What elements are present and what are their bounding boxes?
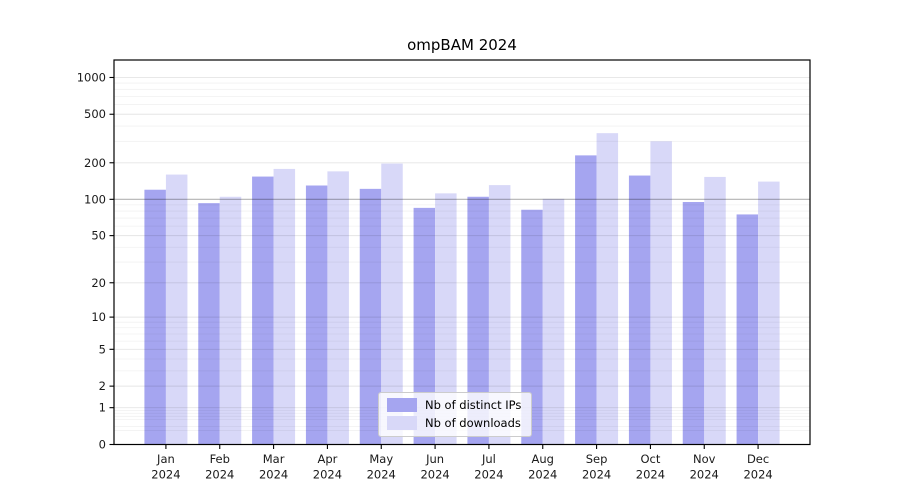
legend: Nb of distinct IPs Nb of downloads (378, 392, 533, 437)
x-tick-label-month-jul: Jul (481, 452, 496, 466)
x-tick-label-month-feb: Feb (210, 452, 230, 466)
x-tick-label-year-nov: 2024 (690, 468, 719, 482)
x-tick-label-month-jan: Jan (156, 452, 175, 466)
x-tick-label-year-oct: 2024 (636, 468, 665, 482)
x-tick-label-month-may: May (369, 452, 393, 466)
bar-ips-dec (736, 214, 759, 445)
bar-downloads-jul (488, 185, 511, 445)
x-tick-label-month-nov: Nov (693, 452, 716, 466)
legend-item-distinct-ips: Nb of distinct IPs (387, 398, 521, 412)
x-tick-label-year-sep: 2024 (582, 468, 611, 482)
x-tick-label-year-mar: 2024 (259, 468, 288, 482)
x-tick-label-month-aug: Aug (532, 452, 554, 466)
chart-title: ompBAM 2024 (407, 36, 517, 54)
bar-downloads-mar (273, 168, 296, 445)
y-tick-label-500: 500 (84, 107, 106, 121)
bar-ips-mar (252, 176, 274, 445)
legend-swatch-downloads-icon (387, 416, 417, 430)
x-tick-label-month-mar: Mar (263, 452, 285, 466)
x-tick-label-month-oct: Oct (640, 452, 660, 466)
x-tick-label-month-apr: Apr (317, 452, 337, 466)
y-tick-label-50: 50 (91, 229, 106, 243)
x-tick-label-year-jul: 2024 (474, 468, 503, 482)
bar-downloads-jun (435, 193, 457, 445)
bar-ips-jul (467, 196, 489, 445)
bar-ips-aug (521, 209, 543, 445)
y-tick-label-5: 5 (99, 342, 106, 356)
x-tick-label-year-jun: 2024 (420, 468, 449, 482)
y-tick-label-0: 0 (99, 438, 106, 452)
y-tick-label-10: 10 (91, 310, 106, 324)
x-tick-label-month-sep: Sep (586, 452, 608, 466)
y-tick-label-100: 100 (84, 192, 106, 206)
bar-ips-oct (628, 175, 651, 445)
bar-ips-nov (682, 202, 705, 445)
y-tick-label-200: 200 (84, 156, 106, 170)
x-tick-label-year-may: 2024 (367, 468, 396, 482)
bar-ips-jan (144, 189, 166, 445)
x-axis: Jan 2024 Feb 2024 Mar 2024 Apr 2024 May 2024 Jun 20… (151, 444, 773, 482)
y-tick-label-20: 20 (91, 276, 106, 290)
x-tick-label-year-aug: 2024 (528, 468, 557, 482)
legend-label-downloads: Nb of downloads (425, 416, 521, 430)
bar-ips-sep (575, 155, 597, 445)
gridlines-group (114, 77, 810, 431)
y-tick-label-1000: 1000 (77, 70, 106, 84)
bar-downloads-nov (704, 176, 726, 445)
bar-ips-jun (413, 207, 436, 445)
bar-downloads-sep (596, 133, 619, 445)
bar-downloads-jan (165, 174, 188, 445)
bar-downloads-apr (327, 171, 349, 445)
plot-border (113, 59, 811, 446)
x-tick-label-year-feb: 2024 (205, 468, 234, 482)
y-axis: 0 1 2 5 10 20 50 100 200 500 1000 (77, 70, 114, 452)
bar-ips-apr (305, 185, 328, 445)
bar-downloads-aug (542, 198, 565, 445)
bar-downloads-dec (758, 181, 780, 445)
legend-item-downloads: Nb of downloads (387, 416, 521, 430)
legend-label-distinct-ips: Nb of distinct IPs (425, 398, 522, 412)
x-tick-label-year-dec: 2024 (743, 468, 772, 482)
bar-ips-may (359, 188, 382, 445)
x-tick-label-year-apr: 2024 (313, 468, 342, 482)
legend-swatch-ips-icon (387, 398, 417, 412)
bar-ips-feb (198, 203, 220, 445)
bar-downloads-oct (650, 141, 672, 445)
bar-downloads-may (381, 163, 403, 445)
x-tick-label-month-dec: Dec (747, 452, 769, 466)
x-tick-label-month-jun: Jun (425, 452, 444, 466)
x-tick-label-year-jan: 2024 (151, 468, 180, 482)
bar-downloads-feb (219, 196, 242, 445)
bars-group (144, 133, 780, 445)
y-tick-label-2: 2 (99, 379, 106, 393)
y-tick-label-1: 1 (99, 401, 106, 415)
